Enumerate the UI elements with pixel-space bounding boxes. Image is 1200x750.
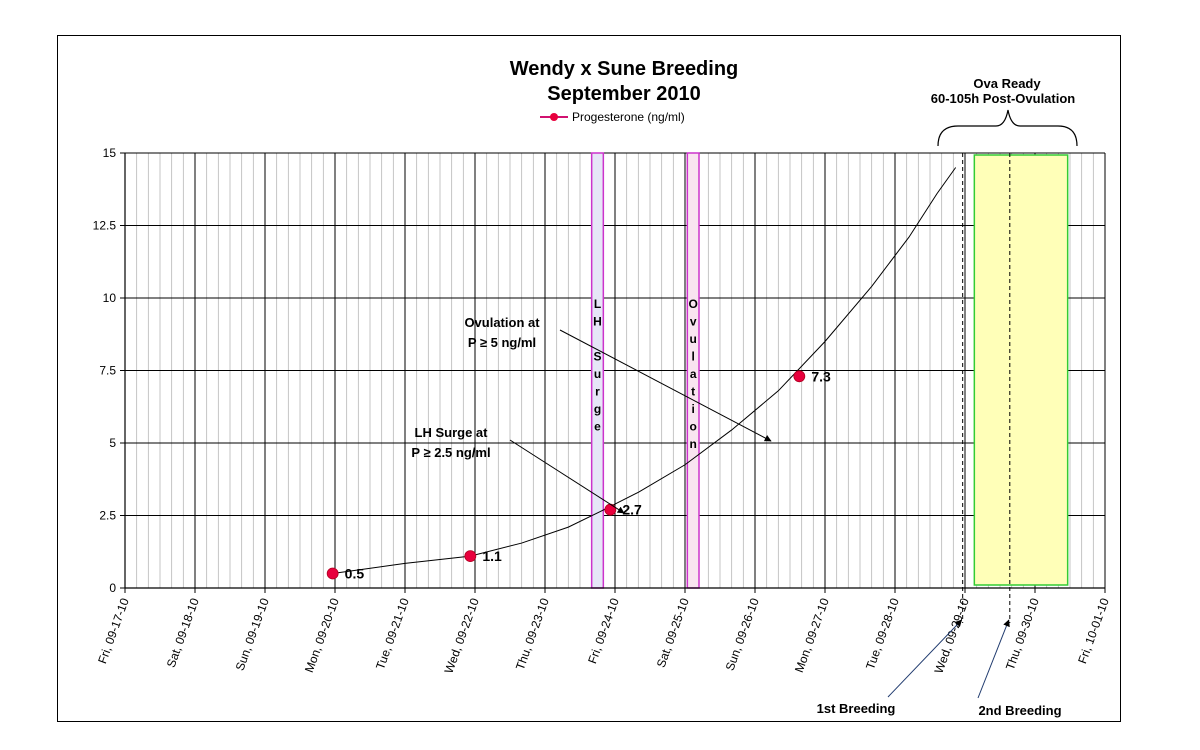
chart-subtitle: September 2010 bbox=[547, 83, 701, 105]
ovulation-arrow bbox=[559, 329, 772, 442]
ovulation-annotation-line2: P ≥ 5 ng/ml bbox=[468, 335, 536, 350]
x-tick-label: Sat, 09-18-10 bbox=[164, 596, 202, 669]
y-tick-label: 5 bbox=[109, 436, 116, 450]
x-tick-label: Sat, 09-25-10 bbox=[654, 596, 692, 669]
x-tick-label: Mon, 09-20-10 bbox=[302, 596, 342, 674]
first-breeding-arrow bbox=[887, 619, 963, 698]
ova-ready-box bbox=[973, 154, 1069, 586]
chart-frame bbox=[57, 35, 1121, 722]
ovulation-band-letter: O bbox=[688, 297, 697, 311]
x-tick-label: Tue, 09-21-10 bbox=[373, 596, 412, 672]
data-label: 7.3 bbox=[811, 368, 831, 384]
lh-surge-band-letter: g bbox=[594, 402, 601, 416]
x-tick-label: Mon, 09-27-10 bbox=[792, 596, 832, 674]
data-point bbox=[464, 550, 477, 562]
lh-surge-band-letter: r bbox=[595, 385, 600, 399]
data-label: 1.1 bbox=[482, 548, 502, 564]
ova-ready-label-line2: 60-105h Post-Ovulation bbox=[931, 91, 1076, 106]
y-tick-label: 10 bbox=[103, 291, 117, 305]
x-tick-label: Fri, 09-17-10 bbox=[95, 596, 132, 666]
ovulation-band-letter: o bbox=[689, 420, 696, 434]
second-breeding-label: 2nd Breeding bbox=[978, 703, 1061, 718]
ova-ready-label-line1: Ova Ready bbox=[973, 76, 1041, 91]
x-tick-label: Sun, 09-26-10 bbox=[723, 596, 762, 673]
legend-label: Progesterone (ng/ml) bbox=[572, 110, 685, 124]
lh-surge-band-letter: u bbox=[594, 367, 601, 381]
x-tick-label: Tue, 09-28-10 bbox=[863, 596, 902, 672]
data-point bbox=[604, 503, 617, 516]
legend-marker-icon bbox=[540, 111, 568, 123]
data-label: 2.7 bbox=[622, 502, 642, 518]
x-tick-label: Fri, 10-01-10 bbox=[1075, 596, 1112, 666]
x-tick-label: Thu, 09-23-10 bbox=[513, 596, 552, 672]
first-breeding-label: 1st Breeding bbox=[817, 701, 896, 716]
ovulation-band-letter: l bbox=[691, 350, 694, 364]
ovulation-band-letter: i bbox=[691, 402, 694, 416]
x-tick-label: Thu, 09-30-10 bbox=[1003, 596, 1042, 672]
x-tick-label: Sun, 09-19-10 bbox=[233, 596, 272, 673]
data-label: 0.5 bbox=[345, 566, 365, 582]
y-tick-label: 15 bbox=[103, 146, 117, 160]
lh-surge-annotation-line1: LH Surge at bbox=[415, 425, 489, 440]
x-tick-label: Wed, 09-22-10 bbox=[442, 596, 482, 675]
lh-surge-arrow bbox=[509, 439, 625, 514]
x-tick-label: Wed, 09-29-10 bbox=[932, 596, 972, 675]
lh-surge-band-letter: L bbox=[594, 297, 601, 311]
lh-surge-band-letter: S bbox=[593, 350, 601, 364]
data-point bbox=[326, 567, 339, 580]
ovulation-band-letter: a bbox=[690, 367, 697, 381]
x-tick-label: Fri, 09-24-10 bbox=[585, 596, 622, 666]
second-breeding-arrow bbox=[977, 619, 1010, 699]
y-tick-label: 2.5 bbox=[99, 509, 116, 523]
ovulation-band-letter: t bbox=[691, 385, 695, 399]
ova-ready-brace bbox=[937, 109, 1078, 147]
y-tick-label: 0 bbox=[109, 581, 116, 595]
data-point bbox=[793, 370, 806, 383]
lh-surge-annotation-line2: P ≥ 2.5 ng/ml bbox=[411, 445, 490, 460]
ovulation-band-letter: n bbox=[689, 437, 696, 451]
legend: Progesterone (ng/ml) bbox=[540, 110, 685, 124]
chart-title: Wendy x Sune Breeding bbox=[509, 58, 739, 80]
ovulation-annotation-line1: Ovulation at bbox=[464, 315, 540, 330]
y-tick-label: 7.5 bbox=[99, 364, 116, 378]
ovulation-band-letter: u bbox=[689, 332, 696, 346]
progesterone-trend-line bbox=[332, 167, 957, 574]
y-tick-label: 12.5 bbox=[93, 219, 117, 233]
lh-surge-band-letter: H bbox=[593, 315, 602, 329]
ovulation-band-letter: v bbox=[690, 315, 697, 329]
lh-surge-band-letter: e bbox=[594, 420, 601, 434]
